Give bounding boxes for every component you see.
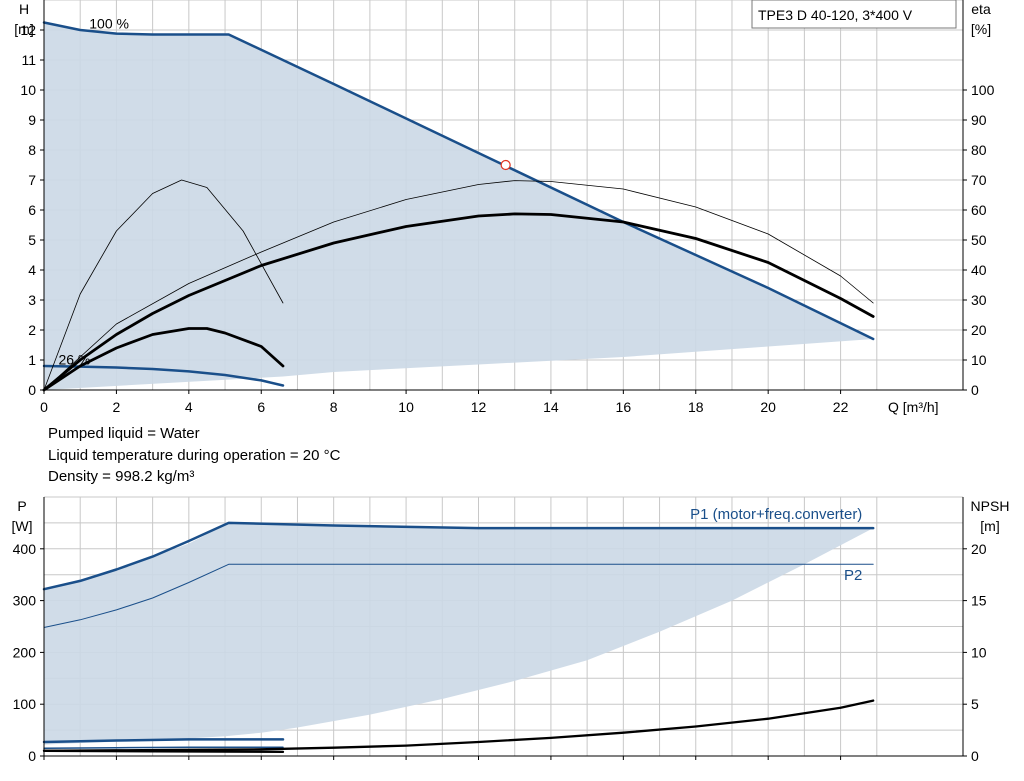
- y-tick-label-right: 30: [971, 292, 987, 308]
- x-tick-label: 6: [257, 399, 265, 415]
- x-tick-label: 8: [330, 399, 338, 415]
- y-tick-label-right: 70: [971, 172, 987, 188]
- y-axis-right-unit: [m]: [980, 518, 999, 534]
- x-tick-label: 0: [40, 399, 48, 415]
- y-axis-right-label: NPSH: [971, 498, 1010, 514]
- y-tick-label-left: 4: [28, 262, 36, 278]
- curve-annotation-min-speed: 26 %: [58, 352, 90, 368]
- info-line-temperature: Liquid temperature during operation = 20…: [48, 447, 341, 464]
- y-tick-label-left: 0: [28, 748, 36, 764]
- series-line-p1-max: [42, 521, 875, 591]
- y-tick-label-left: 6: [28, 202, 36, 218]
- y-tick-label-right: 80: [971, 142, 987, 158]
- y-tick-label-left: 10: [20, 82, 36, 98]
- x-tick-label: 22: [833, 399, 849, 415]
- y-tick-label-right: 100: [971, 82, 995, 98]
- y-tick-label-right: 20: [971, 322, 987, 338]
- y-tick-label-right: 0: [971, 382, 979, 398]
- y-tick-label-right: 10: [971, 352, 987, 368]
- y-tick-label-right: 50: [971, 232, 987, 248]
- info-line-density: Density = 998.2 kg/m³: [48, 468, 195, 485]
- y-tick-label-left: 100: [13, 696, 37, 712]
- x-tick-label: 16: [616, 399, 632, 415]
- y-tick-label-left: 9: [28, 112, 36, 128]
- series-line-eta-max: [42, 212, 875, 392]
- series-line-h-max: [42, 21, 875, 341]
- y-axis-left-unit: [W]: [12, 518, 33, 534]
- y-tick-label-right: 90: [971, 112, 987, 128]
- y-tick-label-left: 5: [28, 232, 36, 248]
- series-line-eta-total-max: [43, 180, 874, 391]
- y-tick-label-right: 10: [971, 644, 987, 660]
- model-label-text: TPE3 D 40-120, 3*400 V: [758, 7, 913, 23]
- y-tick-label-left: 8: [28, 142, 36, 158]
- y-tick-label-left: 400: [13, 541, 37, 557]
- duty-point-marker: [500, 159, 511, 171]
- x-tick-label: 4: [185, 399, 193, 415]
- series-line-npsh: [42, 699, 875, 752]
- y-tick-label-left: 300: [13, 593, 37, 609]
- series-line-h-min: [42, 364, 285, 387]
- y-tick-label-left: 1: [28, 352, 36, 368]
- x-tick-label: 18: [688, 399, 704, 415]
- series-label-p1-max: P1 (motor+freq.converter): [690, 506, 862, 523]
- y-tick-label-left: 7: [28, 172, 36, 188]
- y-tick-label-left: 2: [28, 322, 36, 338]
- series-line-eta-min: [42, 327, 285, 392]
- x-axis-label: Q [m³/h]: [888, 399, 939, 415]
- info-line-liquid: Pumped liquid = Water: [48, 425, 200, 442]
- y-tick-label-right: 60: [971, 202, 987, 218]
- x-tick-label: 12: [471, 399, 487, 415]
- y-tick-label-right: 15: [971, 593, 987, 609]
- y-axis-left-label: P: [17, 498, 26, 514]
- x-tick-label: 14: [543, 399, 559, 415]
- series-line-p2-max: [43, 563, 874, 628]
- curve-annotation-max-speed: 100 %: [89, 16, 129, 32]
- y-tick-label-left: 0: [28, 382, 36, 398]
- y-tick-label-left: 12: [20, 22, 36, 38]
- power-npsh-chart: 0 100 200 300 400 0 5 10 15 20 P [W] NPSH [m] P1 (moto…: [12, 496, 1010, 764]
- y-tick-label-left: 3: [28, 292, 36, 308]
- x-tick-label: 2: [113, 399, 121, 415]
- series-line-npsh-min: [42, 749, 285, 754]
- y-tick-label-left: 11: [21, 52, 36, 68]
- y-tick-label-left: 200: [13, 644, 37, 660]
- y-axis-left-label: H: [19, 1, 29, 17]
- x-tick-label: 20: [760, 399, 776, 415]
- y-tick-label-right: 40: [971, 262, 987, 278]
- series-label-p2-max: P2: [844, 567, 862, 584]
- y-axis-right-label: eta: [971, 1, 991, 17]
- series-line-p2-min: [43, 746, 284, 749]
- y-tick-label-right: 20: [971, 541, 987, 557]
- y-axis-right-unit: [%]: [971, 21, 991, 37]
- operating-range-area: [44, 522, 874, 745]
- y-tick-label-right: 5: [971, 696, 979, 712]
- model-label-border: [751, 0, 957, 29]
- operating-range-area: [44, 22, 874, 390]
- series-line-p1-min: [42, 738, 285, 744]
- x-tick-label: 10: [398, 399, 414, 415]
- y-axis-left-unit: [m]: [14, 21, 33, 37]
- series-line-eta-total-min: [43, 179, 284, 391]
- model-label-box: TPE3 D 40-120, 3*400 V: [751, 0, 957, 29]
- y-tick-label-right: 0: [971, 748, 979, 764]
